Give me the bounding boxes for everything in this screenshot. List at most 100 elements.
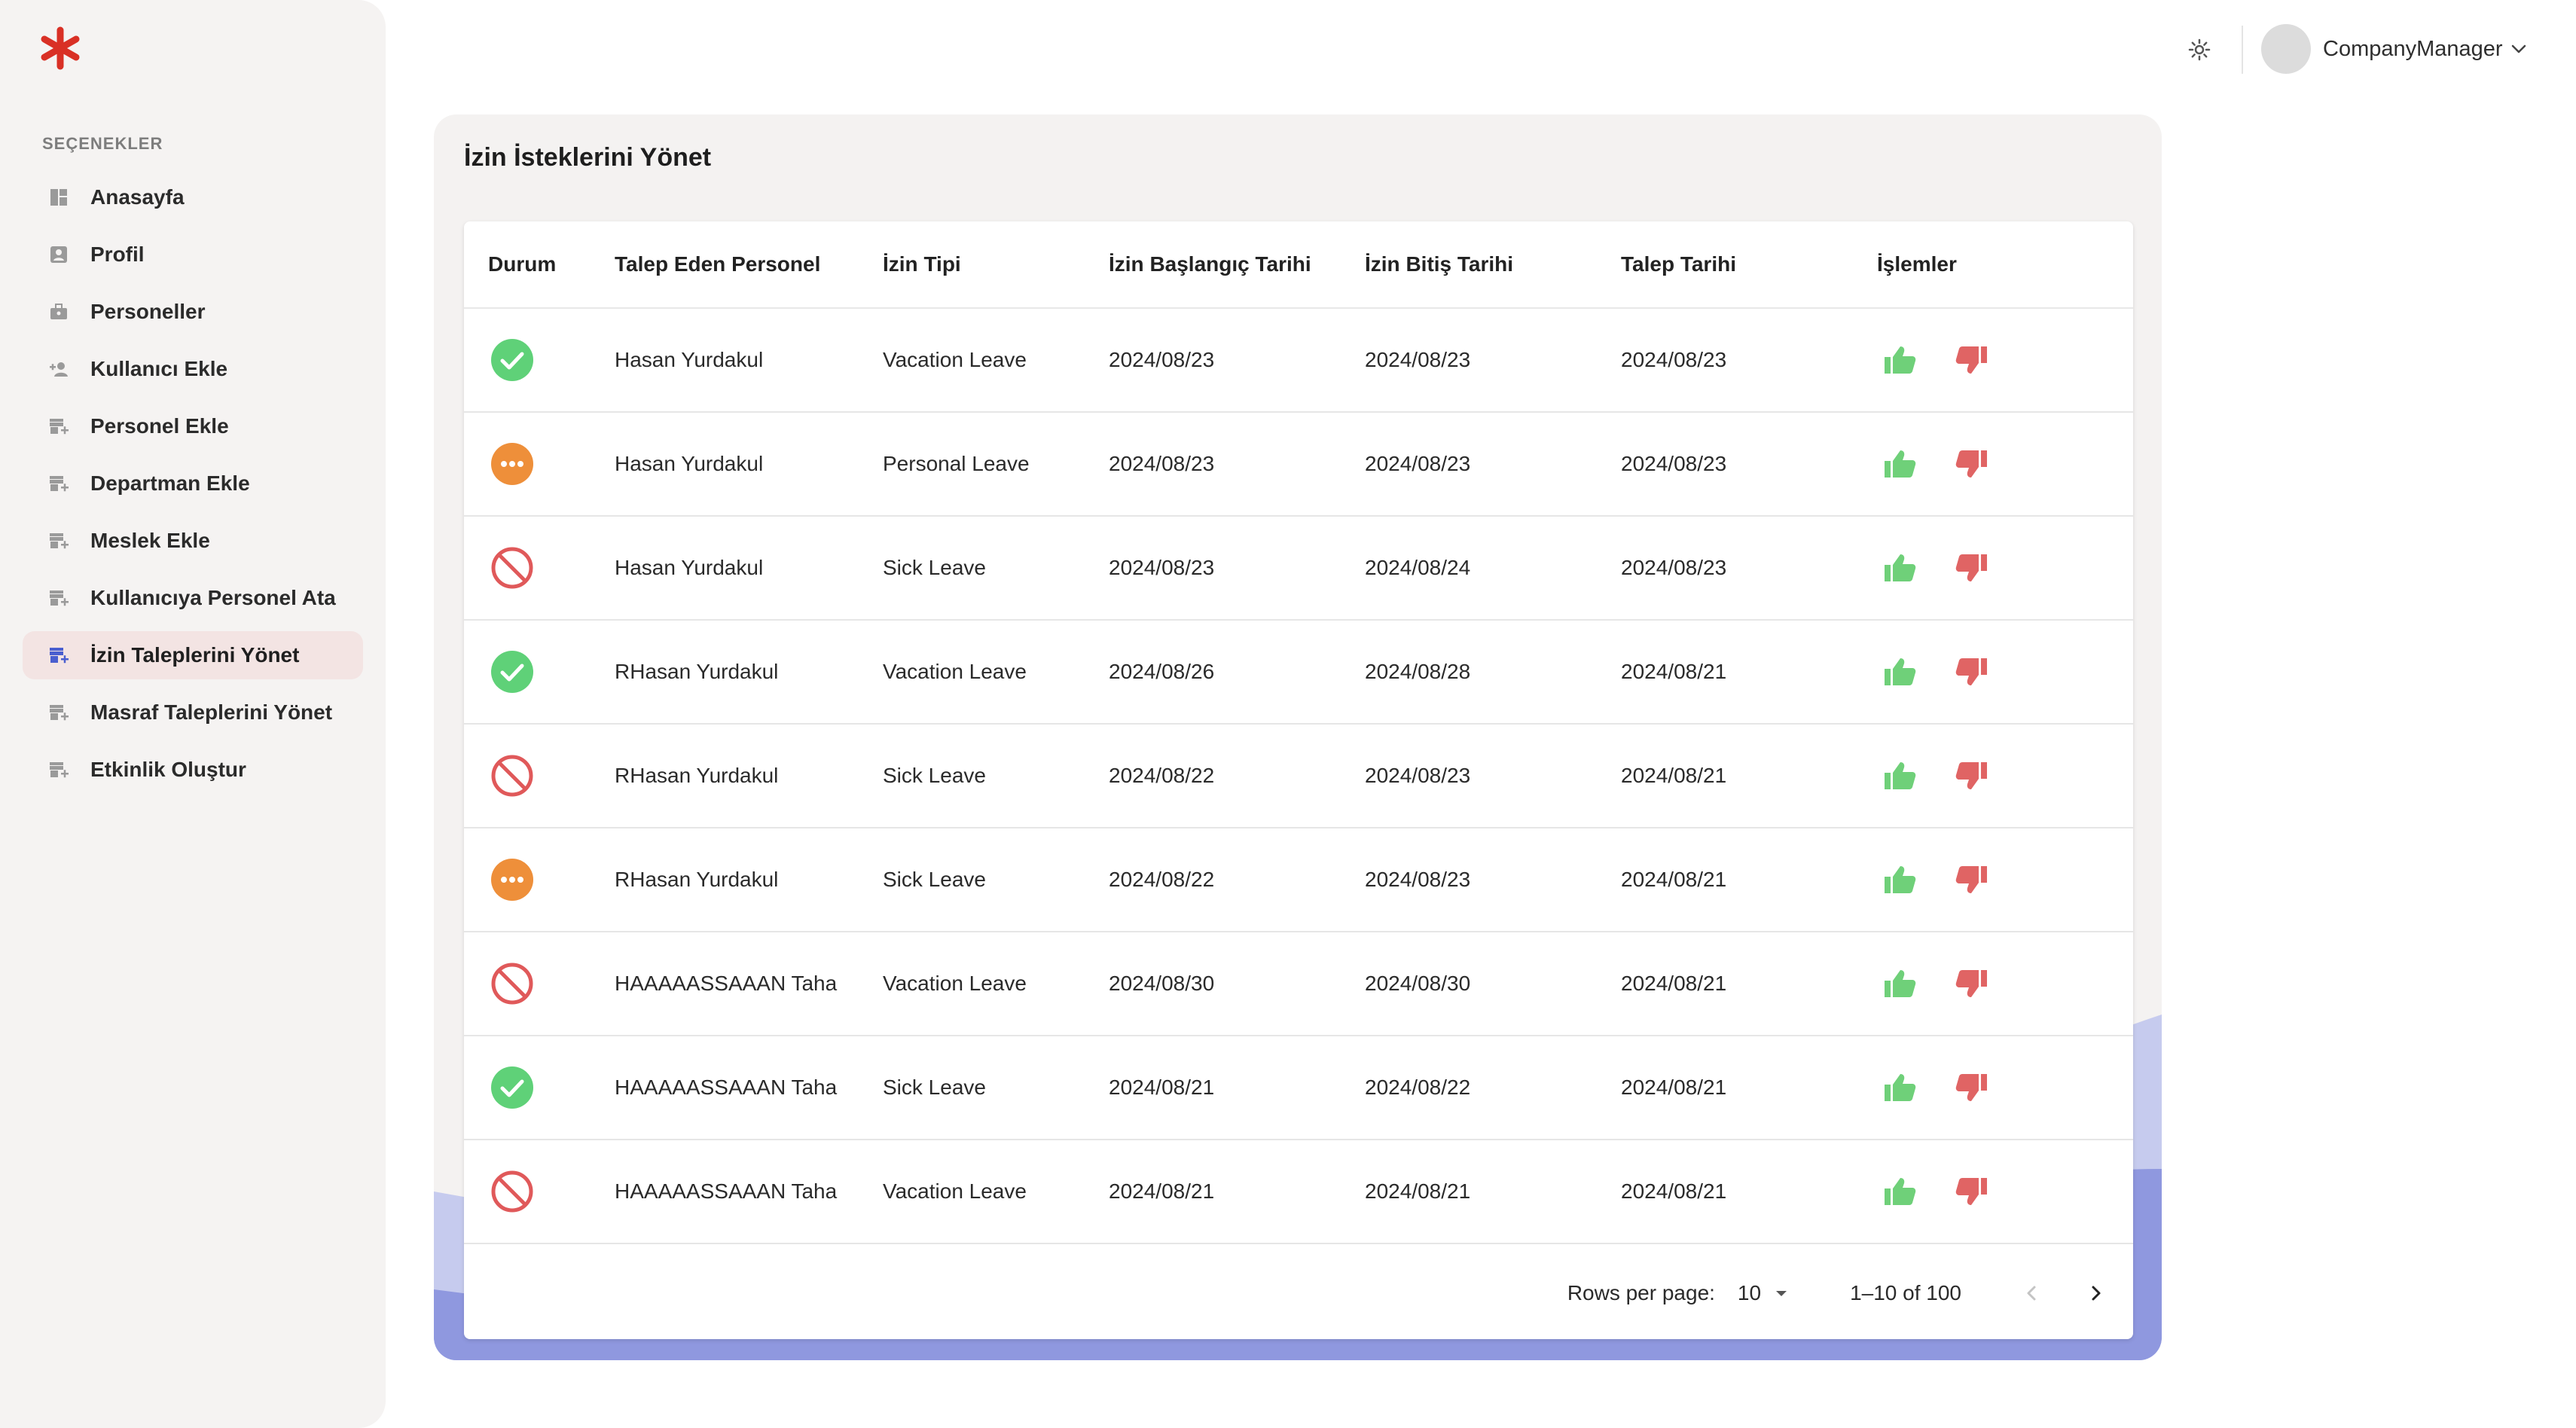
start-date-cell: 2024/08/23	[1109, 556, 1215, 579]
avatar[interactable]	[2261, 24, 2311, 74]
column-header: Durum	[488, 252, 557, 276]
end-date-cell: 2024/08/23	[1365, 868, 1471, 891]
reject-button[interactable]	[1949, 649, 1995, 694]
status-cell	[464, 440, 615, 488]
store-add-icon	[48, 645, 69, 666]
status-cell	[464, 960, 615, 1008]
approve-button[interactable]	[1877, 1169, 1922, 1214]
sidebar-item-5[interactable]: Departman Ekle	[23, 459, 363, 508]
status-approved-icon	[488, 1063, 536, 1112]
approve-button[interactable]	[1877, 753, 1922, 798]
person-cell: Hasan Yurdakul	[615, 556, 764, 579]
reject-button[interactable]	[1949, 337, 1995, 383]
sidebar-item-6[interactable]: Meslek Ekle	[23, 517, 363, 565]
thumbs-up-icon	[1885, 554, 1916, 581]
status-pending-icon	[488, 856, 536, 904]
actions-cell	[1877, 545, 2133, 590]
sun-icon	[2188, 38, 2211, 61]
person-cell: HAAAAASSAAAN Taha	[615, 1076, 838, 1099]
reject-button[interactable]	[1949, 857, 1995, 902]
status-cell	[464, 752, 615, 800]
sidebar-item-3[interactable]: Kullanıcı Ekle	[23, 345, 363, 393]
sidebar-item-9[interactable]: Masraf Taleplerini Yönet	[23, 688, 363, 737]
thumbs-down-icon	[1955, 450, 1987, 478]
leave-type-cell: Vacation Leave	[883, 348, 1027, 371]
status-cell	[464, 544, 615, 592]
actions-cell	[1877, 337, 2133, 383]
approve-button[interactable]	[1877, 337, 1922, 383]
thumbs-down-icon	[1955, 866, 1987, 893]
request-date-cell: 2024/08/21	[1621, 1179, 1727, 1203]
reject-button[interactable]	[1949, 441, 1995, 487]
sidebar-item-2[interactable]: Personeller	[23, 288, 363, 336]
start-date-cell: 2024/08/22	[1109, 764, 1215, 787]
reject-button[interactable]	[1949, 961, 1995, 1006]
status-cell	[464, 648, 615, 696]
header-divider	[2242, 26, 2243, 74]
store-add-icon	[48, 530, 69, 551]
table-pagination: Rows per page: 10 1–10 of 100	[464, 1247, 2133, 1339]
status-cell	[464, 336, 615, 384]
leave-type-cell: Sick Leave	[883, 556, 986, 579]
reject-button[interactable]	[1949, 1169, 1995, 1214]
table-row: RHasan Yurdakul Vacation Leave 2024/08/26 2…	[464, 621, 2133, 725]
page-title: İzin İsteklerini Yönet	[464, 143, 712, 172]
status-rejected-icon	[488, 752, 536, 800]
start-date-cell: 2024/08/21	[1109, 1179, 1215, 1203]
sidebar-item-0[interactable]: Anasayfa	[23, 173, 363, 221]
start-date-cell: 2024/08/22	[1109, 868, 1215, 891]
column-header: İşlemler	[1877, 252, 1957, 276]
rows-per-page-select[interactable]: 10	[1738, 1281, 1790, 1305]
user-menu-button[interactable]: CompanyManager	[2261, 23, 2529, 75]
approve-button[interactable]	[1877, 961, 1922, 1006]
table-row: RHasan Yurdakul Sick Leave 2024/08/22 2024/…	[464, 828, 2133, 932]
actions-cell	[1877, 649, 2133, 694]
reject-button[interactable]	[1949, 545, 1995, 590]
sidebar-item-8[interactable]: İzin Taleplerini Yönet	[23, 631, 363, 679]
thumbs-up-icon	[1885, 762, 1916, 789]
approve-button[interactable]	[1877, 545, 1922, 590]
approve-button[interactable]	[1877, 1065, 1922, 1110]
leave-type-cell: Vacation Leave	[883, 1179, 1027, 1203]
approve-button[interactable]	[1877, 441, 1922, 487]
logo-asterisk-icon[interactable]	[38, 26, 83, 71]
reject-button[interactable]	[1949, 753, 1995, 798]
theme-toggle-button[interactable]	[2183, 33, 2216, 66]
person-cell: HAAAAASSAAAN Taha	[615, 1179, 838, 1203]
leave-type-cell: Vacation Leave	[883, 660, 1027, 683]
sidebar-item-7[interactable]: Kullanıcıya Personel Ata	[23, 574, 363, 622]
actions-cell	[1877, 1169, 2133, 1214]
leave-requests-table: Durum Talep Eden Personel İzin Tipi İzin Ba…	[464, 221, 2133, 1339]
start-date-cell: 2024/08/26	[1109, 660, 1215, 683]
reject-button[interactable]	[1949, 1065, 1995, 1110]
thumbs-up-icon	[1885, 1074, 1916, 1101]
end-date-cell: 2024/08/23	[1365, 764, 1471, 787]
sidebar-section-title: SEÇENEKLER	[42, 134, 163, 153]
sidebar-item-1[interactable]: Profil	[23, 230, 363, 279]
table-row: Hasan Yurdakul Personal Leave 2024/08/23 20…	[464, 413, 2133, 517]
status-rejected-icon	[488, 960, 536, 1008]
request-date-cell: 2024/08/21	[1621, 972, 1727, 995]
request-date-cell: 2024/08/23	[1621, 556, 1727, 579]
request-date-cell: 2024/08/23	[1621, 452, 1727, 475]
leave-requests-panel: İzin İsteklerini Yönet Durum Talep Eden P…	[434, 114, 2162, 1360]
thumbs-down-icon	[1955, 762, 1987, 789]
thumbs-up-icon	[1885, 970, 1916, 997]
next-page-button[interactable]	[2073, 1271, 2118, 1316]
request-date-cell: 2024/08/21	[1621, 764, 1727, 787]
store-add-icon	[48, 473, 69, 494]
request-date-cell: 2024/08/21	[1621, 1076, 1727, 1099]
person-cell: RHasan Yurdakul	[615, 868, 779, 891]
sidebar-item-label: Masraf Taleplerini Yönet	[90, 700, 333, 724]
sidebar-item-label: Personel Ekle	[90, 414, 229, 438]
sidebar-item-10[interactable]: Etkinlik Oluştur	[23, 746, 363, 794]
column-header: İzin Başlangıç Tarihi	[1109, 252, 1311, 276]
status-rejected-icon	[488, 544, 536, 592]
approve-button[interactable]	[1877, 857, 1922, 902]
pagination-range: 1–10 of 100	[1850, 1281, 1961, 1304]
sidebar-item-label: Personeller	[90, 300, 206, 323]
sidebar-item-4[interactable]: Personel Ekle	[23, 402, 363, 450]
sidebar-item-label: Kullanıcıya Personel Ata	[90, 586, 336, 609]
previous-page-button[interactable]	[2010, 1271, 2055, 1316]
approve-button[interactable]	[1877, 649, 1922, 694]
